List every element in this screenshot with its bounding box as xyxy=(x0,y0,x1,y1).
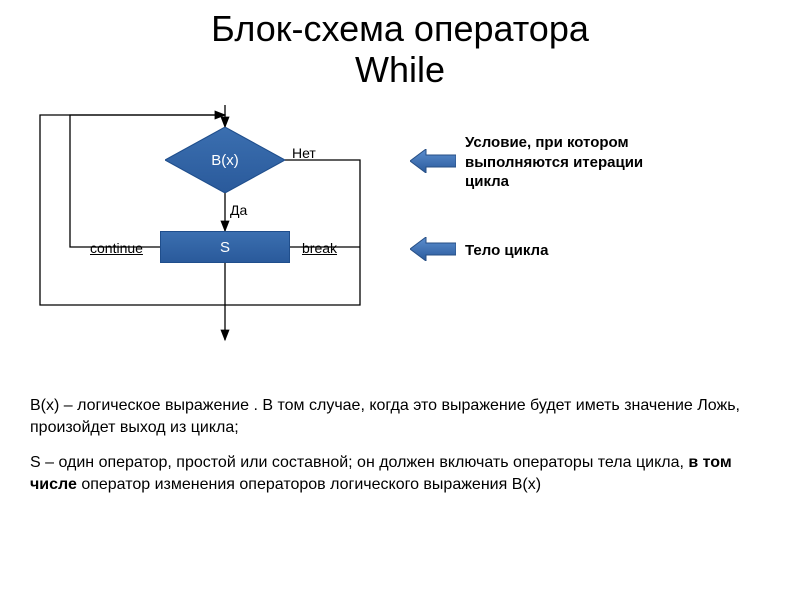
edge-label-break: break xyxy=(302,240,337,256)
edge-label-no: Нет xyxy=(292,145,316,161)
body-rect: S xyxy=(160,231,290,263)
flowchart-lines xyxy=(0,105,800,365)
callout-condition: Условие, при котором выполняются итераци… xyxy=(465,133,643,192)
flowchart: B(x) S Нет Да continue break Условие, пр… xyxy=(0,105,800,365)
callout-arrow-icon xyxy=(410,149,456,173)
callout-body: Тело цикла xyxy=(465,241,548,261)
body-label: S xyxy=(220,239,230,256)
edge-label-continue: continue xyxy=(90,240,143,256)
page-title: Блок-схема оператора While xyxy=(0,0,800,91)
description-block: B(x) – логическое выражение . В том случ… xyxy=(30,395,770,509)
callout-arrow-icon xyxy=(410,237,456,261)
condition-label: B(x) xyxy=(211,152,239,169)
edge-label-yes: Да xyxy=(230,202,247,218)
condition-diamond: B(x) xyxy=(165,127,285,193)
description-p1: B(x) – логическое выражение . В том случ… xyxy=(30,395,770,438)
title-line-2: While xyxy=(355,49,445,90)
title-line-1: Блок-схема оператора xyxy=(211,8,589,49)
description-p2: S – один оператор, простой или составной… xyxy=(30,452,770,495)
